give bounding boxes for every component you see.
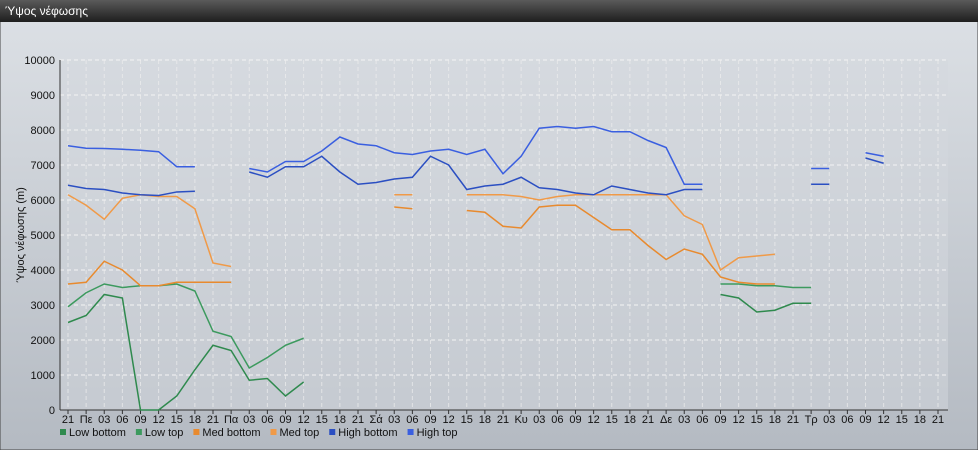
x-tick-label: 06 — [116, 414, 128, 426]
x-tick-label: 12 — [733, 414, 745, 426]
y-tick-label: 5000 — [31, 230, 55, 242]
x-tick-label: Δε — [660, 414, 672, 426]
legend-label: Low top — [145, 427, 184, 439]
x-tick-label: 21 — [62, 414, 74, 426]
y-tick-label: 2000 — [31, 335, 55, 347]
x-tick-label: 06 — [696, 414, 708, 426]
x-tick-label: 18 — [624, 414, 636, 426]
x-tick-label: 21 — [932, 414, 944, 426]
x-tick-label: 18 — [189, 414, 201, 426]
x-tick-label: 15 — [461, 414, 473, 426]
x-tick-label: 09 — [859, 414, 871, 426]
legend-label: High top — [417, 427, 458, 439]
y-tick-label: 1000 — [31, 370, 55, 382]
x-tick-label: 09 — [424, 414, 436, 426]
y-tick-label: 0 — [49, 405, 55, 417]
legend-swatch — [193, 429, 200, 435]
title-bar — [0, 0, 978, 22]
x-tick-label: 18 — [769, 414, 781, 426]
x-tick-label: Πε — [80, 414, 93, 426]
y-tick-label: 9000 — [31, 90, 55, 102]
x-tick-label: Πα — [224, 414, 239, 426]
y-tick-label: 6000 — [31, 195, 55, 207]
x-tick-label: 15 — [171, 414, 183, 426]
x-tick-label: 21 — [787, 414, 799, 426]
x-tick-label: 06 — [261, 414, 273, 426]
legend-swatch — [329, 429, 336, 435]
x-tick-label: 18 — [479, 414, 491, 426]
series-line — [67, 283, 812, 370]
x-tick-label: 15 — [751, 414, 763, 426]
x-tick-label: Κυ — [514, 414, 527, 426]
x-tick-label: 06 — [551, 414, 563, 426]
legend-swatch — [135, 429, 142, 435]
x-tick-label: 12 — [153, 414, 165, 426]
legend-swatch — [407, 429, 414, 435]
x-tick-label: 12 — [298, 414, 310, 426]
x-tick-label: 03 — [533, 414, 545, 426]
y-tick-label: 4000 — [31, 265, 55, 277]
x-tick-label: 18 — [914, 414, 926, 426]
series-line — [67, 293, 812, 411]
x-tick-label: 21 — [352, 414, 364, 426]
x-tick-label: 03 — [823, 414, 835, 426]
y-axis-label: Ύψος νέφωσης (m) — [15, 187, 27, 283]
y-tick-label: 8000 — [31, 125, 55, 137]
legend-swatch — [60, 429, 66, 435]
x-tick-label: 21 — [642, 414, 654, 426]
x-tick-label: Τρ — [805, 414, 818, 426]
y-tick-label: 7000 — [31, 160, 55, 172]
legend-label: Low bottom — [69, 427, 126, 439]
x-tick-label: 15 — [896, 414, 908, 426]
legend-swatch — [270, 429, 277, 435]
x-tick-label: 09 — [279, 414, 291, 426]
x-tick-label: 12 — [878, 414, 890, 426]
x-tick-label: 12 — [588, 414, 600, 426]
x-tick-label: 03 — [98, 414, 110, 426]
legend-label: Med bottom — [202, 427, 260, 439]
y-tick-label: 3000 — [31, 300, 55, 312]
x-tick-label: 18 — [334, 414, 346, 426]
x-tick-label: 09 — [569, 414, 581, 426]
x-tick-label: 03 — [388, 414, 400, 426]
x-tick-label: 06 — [406, 414, 418, 426]
window-title: Ύψος νέφωσης — [5, 4, 88, 18]
x-tick-label: 12 — [443, 414, 455, 426]
x-tick-label: 09 — [714, 414, 726, 426]
series-line — [67, 125, 884, 185]
series-line — [67, 155, 884, 197]
x-tick-label: 06 — [841, 414, 853, 426]
legend-label: Med top — [280, 427, 320, 439]
x-tick-label: 21 — [497, 414, 509, 426]
x-tick-label: 21 — [207, 414, 219, 426]
x-tick-label: 03 — [678, 414, 690, 426]
x-tick-label: 09 — [134, 414, 146, 426]
x-tick-label: 15 — [606, 414, 618, 426]
x-tick-label: 15 — [316, 414, 328, 426]
x-tick-label: 03 — [243, 414, 255, 426]
legend-label: High bottom — [338, 427, 397, 439]
series-line — [67, 204, 775, 287]
x-tick-label: Σά — [370, 414, 384, 426]
y-tick-label: 10000 — [24, 55, 55, 67]
